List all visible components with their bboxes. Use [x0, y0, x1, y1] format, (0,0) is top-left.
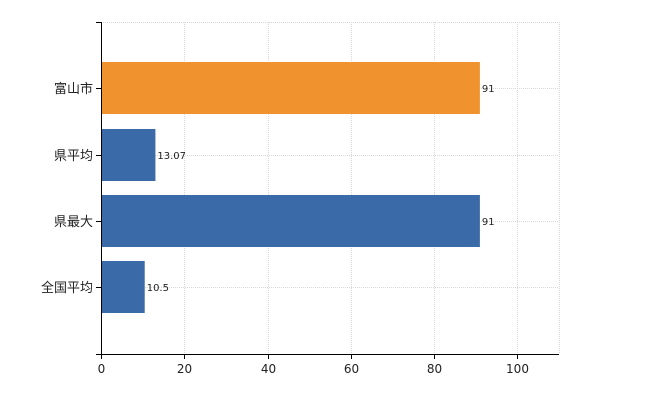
bar-0 — [101, 62, 480, 114]
data-label-1: 13.07 — [157, 151, 186, 162]
x-tick-label-0: 0 — [98, 362, 106, 376]
axis-layer — [96, 22, 559, 359]
category-label-3: 全国平均 — [41, 280, 93, 296]
x-tick-label-5: 100 — [506, 362, 529, 376]
bar-layer — [101, 62, 480, 313]
bar-1 — [101, 129, 156, 181]
bar-3 — [101, 261, 145, 313]
category-label-2: 県最大 — [54, 215, 93, 230]
x-tick-label-1: 20 — [177, 362, 192, 376]
data-label-3: 10.5 — [147, 283, 169, 294]
category-label-0: 富山市 — [54, 81, 93, 97]
bar-2 — [101, 195, 480, 247]
category-label-1: 県平均 — [54, 149, 93, 164]
x-tick-label-3: 60 — [344, 362, 359, 376]
x-tick-label-4: 80 — [427, 362, 442, 376]
data-label-0: 91 — [482, 84, 495, 95]
data-label-2: 91 — [482, 217, 495, 228]
x-tick-label-2: 40 — [261, 362, 276, 376]
